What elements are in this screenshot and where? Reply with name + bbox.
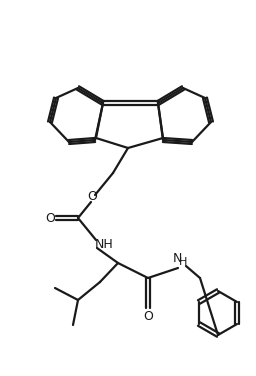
Text: NH: NH: [95, 238, 113, 250]
Text: O: O: [87, 191, 97, 203]
Text: H: H: [179, 257, 187, 267]
Text: O: O: [45, 211, 55, 224]
Text: N: N: [172, 252, 182, 264]
Text: O: O: [143, 311, 153, 323]
